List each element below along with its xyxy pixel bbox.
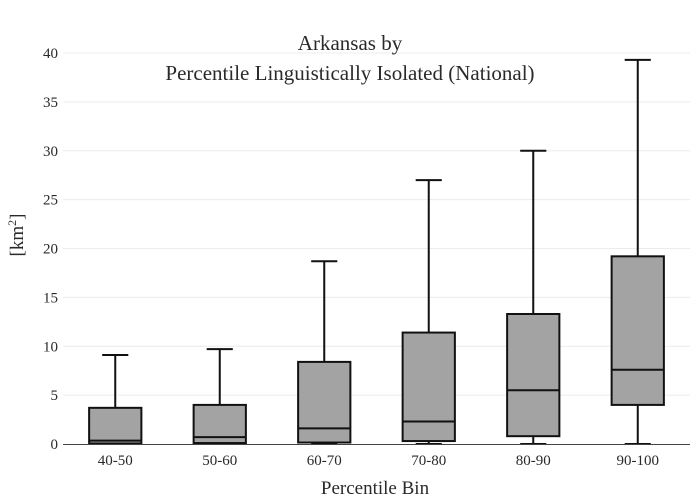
y-tick-label: 40 xyxy=(43,46,58,62)
box-70-80 xyxy=(401,179,456,445)
y-axis-title-base: [km xyxy=(7,226,28,257)
y-tick-label: 30 xyxy=(43,144,58,160)
y-tick-label: 25 xyxy=(43,193,58,209)
y-tick-label: 0 xyxy=(51,437,59,453)
chart-title-line-1: Arkansas by xyxy=(298,31,403,55)
x-axis-title: Percentile Bin xyxy=(321,478,430,499)
box-iqr xyxy=(401,331,456,443)
x-tick-label: 70-80 xyxy=(411,453,446,469)
y-tick-label: 5 xyxy=(51,388,59,404)
x-tick-label: 90-100 xyxy=(617,453,660,469)
box-90-100 xyxy=(610,58,665,445)
box-80-90 xyxy=(506,149,561,445)
box-50-60 xyxy=(192,348,247,445)
y-axis-title: [km2] xyxy=(5,214,28,257)
chart-title-line-2: Percentile Linguistically Isolated (Nati… xyxy=(165,61,534,85)
box-60-70 xyxy=(297,260,352,445)
box-iqr xyxy=(610,255,665,406)
box-iqr xyxy=(506,312,561,438)
axes: 0 5 10 15 20 25 30 35 40 40-50 50-60 60-70 70-80 80-9… xyxy=(43,46,690,469)
y-tick-label: 35 xyxy=(43,95,58,111)
y-tick-label: 15 xyxy=(43,290,58,306)
x-tick-label: 50-60 xyxy=(202,453,237,469)
box-iqr xyxy=(88,406,143,445)
y-axis-title-close: ] xyxy=(7,214,28,220)
box-iqr xyxy=(297,360,352,444)
y-axis-title-sup: 2 xyxy=(5,220,19,226)
gridlines xyxy=(63,52,690,396)
box-40-50 xyxy=(88,354,143,445)
boxes xyxy=(88,58,665,445)
y-tick-label: 20 xyxy=(43,242,58,258)
x-tick-label: 60-70 xyxy=(307,453,342,469)
y-tick-label: 10 xyxy=(43,339,58,355)
x-tick-label: 40-50 xyxy=(98,453,133,469)
x-tick-label: 80-90 xyxy=(516,453,551,469)
